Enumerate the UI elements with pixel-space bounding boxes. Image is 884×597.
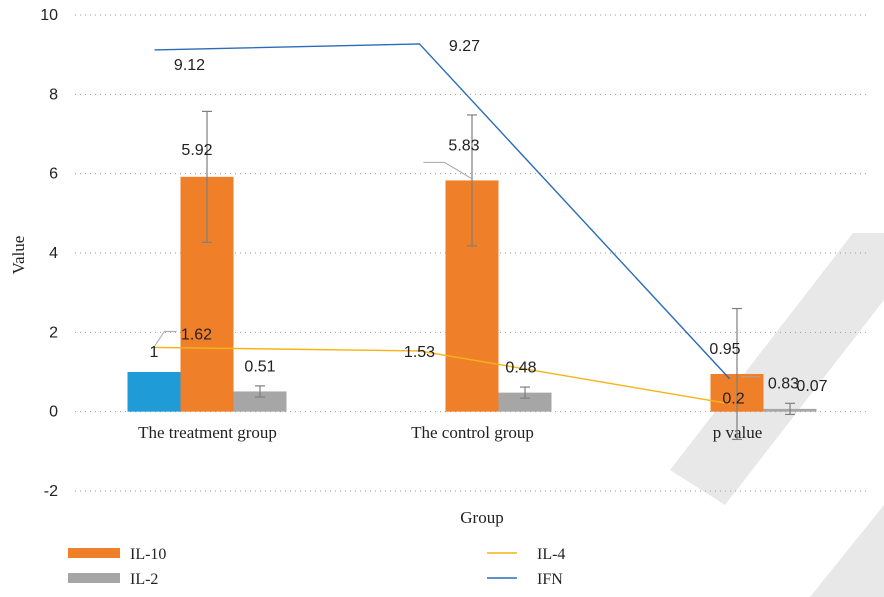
bar [498, 392, 552, 412]
data-label: 9.12 [174, 57, 205, 74]
data-label: 1.53 [404, 344, 435, 361]
x-axis-title: Group [460, 508, 503, 527]
legend-label: IL-10 [130, 546, 166, 563]
data-label: 1 [150, 344, 159, 361]
series-line [154, 43, 731, 380]
data-label: 5.83 [448, 137, 479, 154]
watermark-corner [810, 505, 884, 597]
data-label: 1.62 [181, 326, 212, 343]
series-line [154, 346, 730, 405]
data-label: 0.95 [709, 341, 740, 358]
legend-label: IFN [537, 571, 563, 588]
data-label: 0.83 [768, 376, 799, 393]
leader-line [423, 161, 472, 179]
y-tick-label: 8 [49, 86, 58, 103]
data-label: 5.92 [181, 142, 212, 159]
y-tick-label: -2 [44, 483, 58, 500]
legend: IL-10 IL-4 IL-2 IFN [68, 546, 565, 588]
watermark [670, 233, 884, 597]
x-category-labels: The treatment group The control group p va… [138, 423, 762, 442]
lines [154, 43, 731, 405]
data-label: 0.51 [244, 358, 275, 375]
data-label: 0.2 [722, 391, 744, 408]
legend-swatch [68, 573, 120, 583]
data-label: 0.07 [796, 378, 827, 395]
data-label: 0.48 [505, 360, 536, 377]
x-category-label: The treatment group [138, 423, 277, 442]
x-category-label: The control group [411, 423, 534, 442]
y-tick-label: 10 [40, 7, 58, 24]
bar [233, 391, 287, 412]
y-tick-label: 2 [49, 324, 58, 341]
y-tick-label: 4 [49, 245, 58, 262]
legend-label: IL-2 [130, 571, 158, 588]
bar [127, 372, 181, 412]
data-labels: 1 5.92 5.83 0.95 0.51 0.48 0.07 1.62 1.53 0.2 9.12… [150, 38, 828, 408]
error-bars [202, 110, 795, 441]
legend-label: IL-4 [537, 546, 565, 563]
y-tick-label: 6 [49, 166, 58, 183]
leader-line [154, 330, 177, 347]
legend-swatch [68, 548, 120, 558]
watermark-band [670, 233, 884, 505]
y-axis-title: Value [9, 236, 28, 275]
y-ticks: -2 0 2 4 6 8 10 [40, 7, 58, 500]
y-tick-label: 0 [49, 404, 58, 421]
data-label: 9.27 [449, 38, 480, 55]
